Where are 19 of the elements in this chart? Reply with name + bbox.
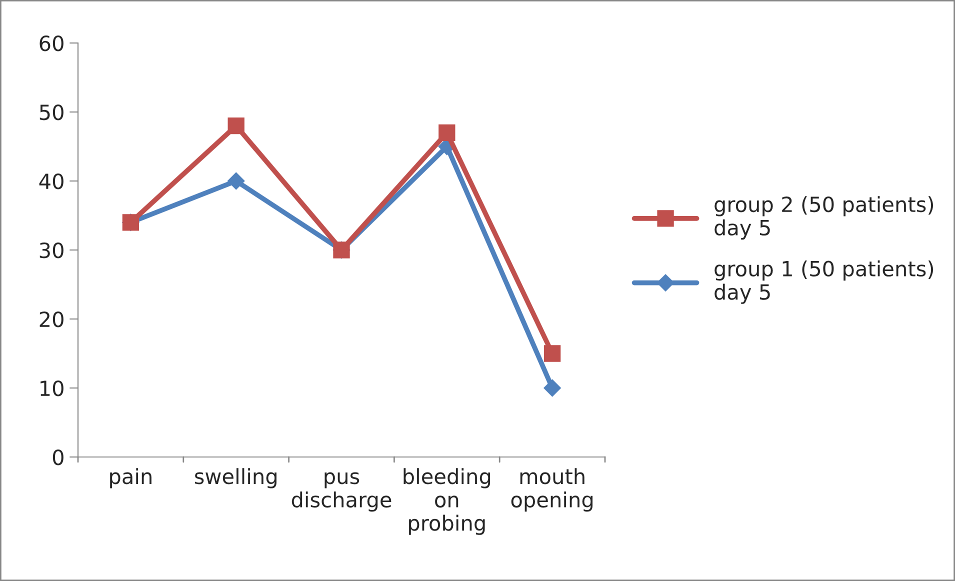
y-tick-label: 10	[40, 380, 64, 396]
point	[544, 379, 561, 397]
point	[228, 172, 245, 190]
x-tick-label: mouth opening	[511, 468, 593, 512]
x-tick-label: swelling	[194, 468, 276, 488]
point	[438, 124, 456, 142]
y-tick-label: 30	[40, 242, 64, 258]
y-tick-label: 0	[52, 449, 64, 466]
legend-label: group 1 (50 patients) day 5	[714, 260, 934, 304]
y-tick-label: 50	[40, 104, 64, 120]
y-tick-label: 40	[39, 173, 64, 190]
x-tick-label: bleeding on probing	[404, 468, 490, 535]
legend-label: group 2 (50 patients) day 5	[714, 196, 934, 240]
x-tick-label: pus discharge	[292, 472, 392, 512]
y-tick-label: 20	[40, 311, 64, 328]
point	[544, 345, 561, 362]
point	[228, 117, 244, 134]
y-tick-label: 60	[40, 35, 64, 52]
x-tick-label: pain	[110, 468, 152, 488]
